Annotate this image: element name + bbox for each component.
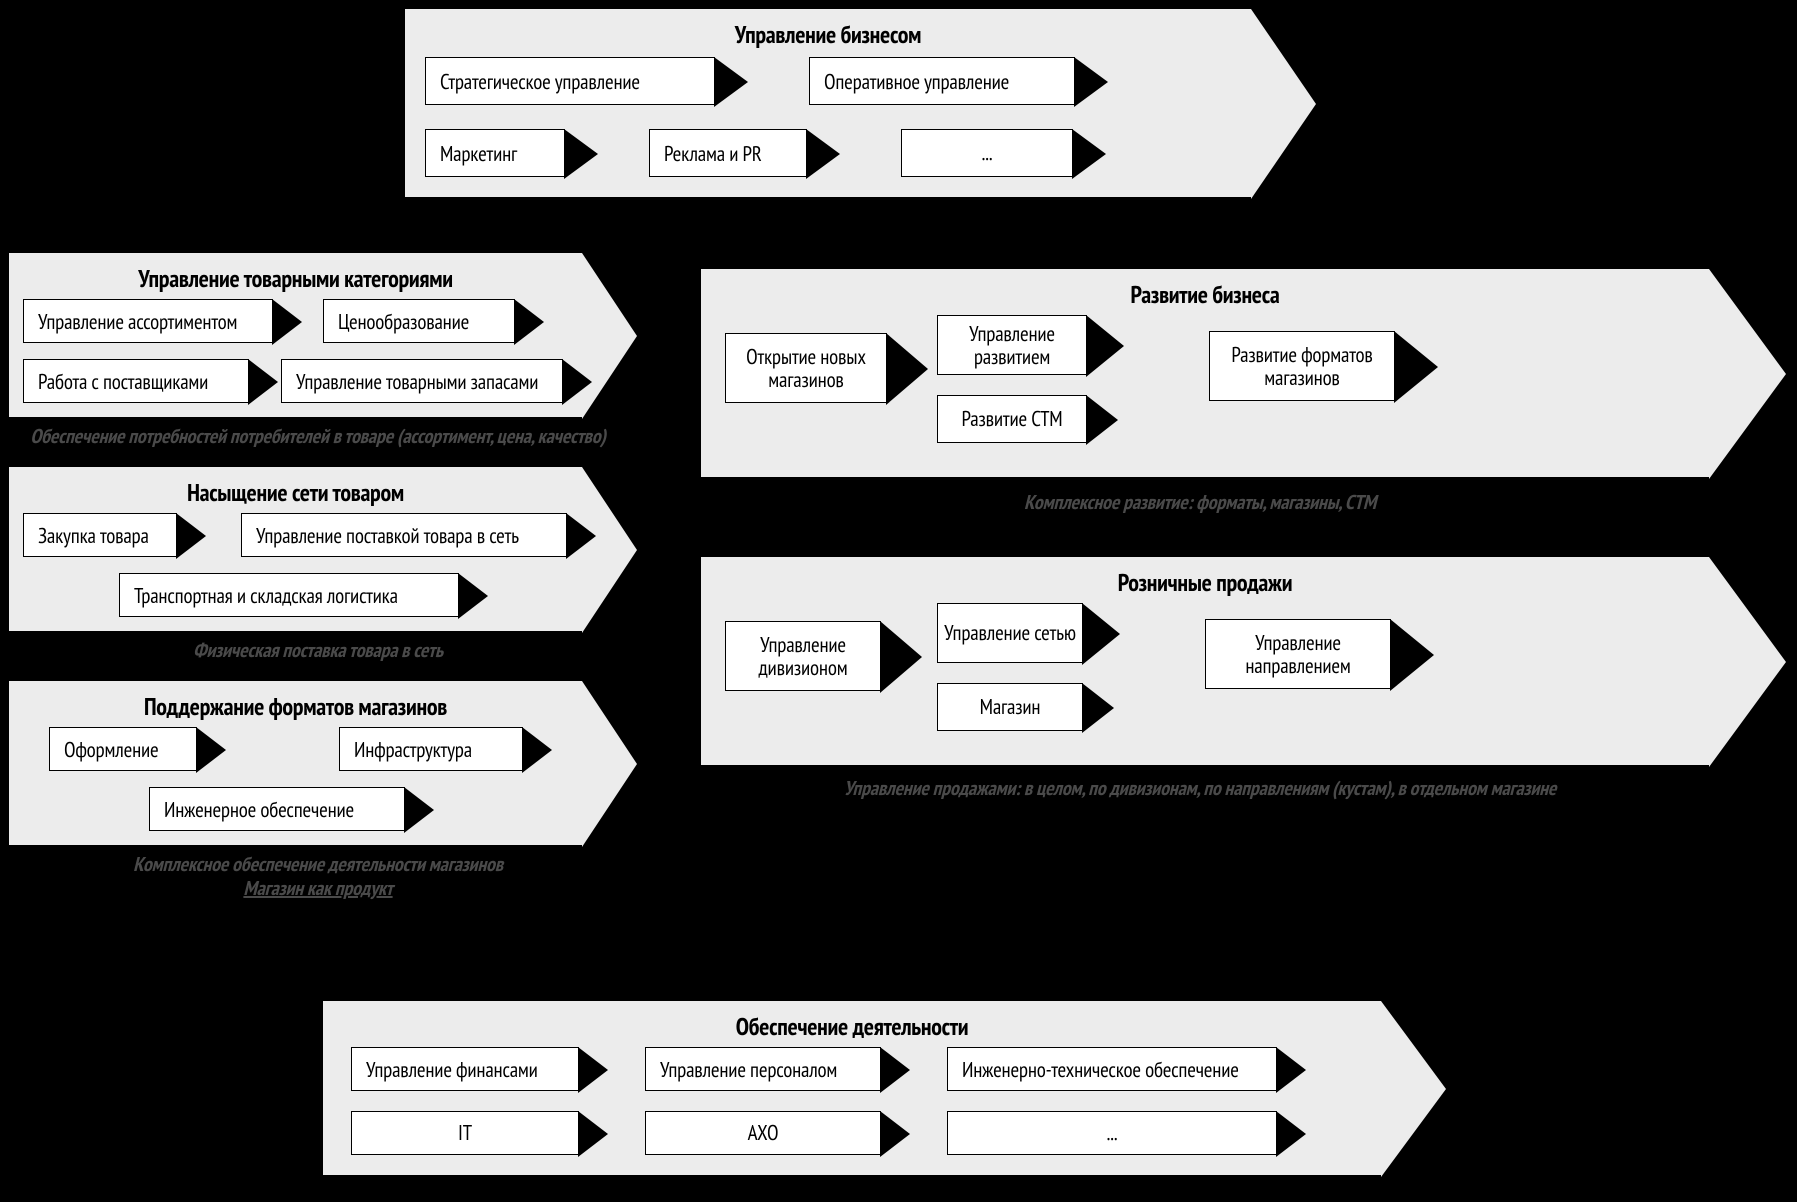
process-item: Реклама и PR [649, 129, 807, 177]
process-item: Управление персоналом [645, 1047, 881, 1091]
process-item: Оформление [49, 727, 197, 771]
process-item: Управление дивизионом [725, 621, 881, 691]
process-item-label: Магазин [980, 695, 1041, 718]
process-item: IT [351, 1111, 579, 1155]
process-item-label: Оформление [64, 736, 158, 763]
process-item: Управление сетью [937, 603, 1083, 663]
process-item: Ценообразование [323, 299, 515, 343]
caption-line: Комплексное обеспечение деятельности маг… [8, 852, 628, 876]
block-caption: Управление продажами: в целом, по дивизи… [720, 776, 1680, 800]
items-layer: Управление дивизионом Управление сетью Маг… [701, 557, 1711, 767]
block-container: Обеспечение деятельностиУправление финан… [322, 1000, 1382, 1176]
block-business_mgmt: Управление бизнесомСтратегическое управл… [404, 8, 1252, 198]
process-item: Управление финансами [351, 1047, 579, 1091]
process-item: Инфраструктура [339, 727, 523, 771]
process-item-label: IT [458, 1121, 472, 1144]
process-item-label: Развитие СТМ [962, 407, 1063, 430]
process-item: Маркетинг [425, 129, 565, 177]
process-item-label: Управление дивизионом [730, 633, 876, 679]
process-item-label: Закупка товара [38, 522, 149, 549]
process-item-label: Управление развитием [942, 322, 1082, 368]
process-item: Магазин [937, 683, 1083, 731]
items-layer: Оформление Инфраструктура Инженерное обесп… [9, 681, 584, 847]
process-item: Стратегическое управление [425, 57, 715, 105]
block-container: Поддержание форматов магазиновОформление… [8, 680, 583, 846]
block-saturation: Насыщение сети товаромЗакупка товараУпра… [8, 466, 583, 632]
process-item: Управление ассортиментом [23, 299, 273, 343]
process-item-label: Управление товарными запасами [296, 368, 538, 395]
block-retail: Розничные продажиУправление дивизиономУп… [700, 556, 1710, 766]
items-layer: Стратегическое управление Оперативное упр… [405, 9, 1253, 199]
process-item-label: Управление персоналом [660, 1056, 837, 1083]
process-item: Управление поставкой товара в сеть [241, 513, 567, 557]
process-item-label: Управление финансами [366, 1056, 538, 1083]
diagram-canvas: Управление бизнесомСтратегическое управл… [0, 0, 1797, 1202]
process-item-label: Инженерное обеспечение [164, 796, 354, 823]
process-item-label: Оперативное управление [824, 68, 1009, 95]
process-item-label: Транспортная и складская логистика [134, 582, 398, 609]
block-caption: Комплексное обеспечение деятельности маг… [8, 852, 628, 900]
block-container: Насыщение сети товаромЗакупка товараУпра… [8, 466, 583, 632]
process-item-label: ... [1107, 1121, 1118, 1144]
process-item: Управление направлением [1205, 619, 1391, 689]
process-item: Транспортная и складская логистика [119, 573, 459, 617]
block-formats: Поддержание форматов магазиновОформление… [8, 680, 583, 846]
process-item: Работа с поставщиками [23, 359, 249, 403]
process-item-label: АХО [748, 1121, 779, 1144]
process-item-label: Управление поставкой товара в сеть [256, 522, 519, 549]
process-item-label: Реклама и PR [664, 140, 762, 167]
process-item: ... [901, 129, 1073, 177]
process-item-label: Развитие форматов магазинов [1214, 343, 1390, 389]
items-layer: Управление финансами Управление персонало… [323, 1001, 1383, 1177]
process-item: ... [947, 1111, 1277, 1155]
process-item: Закупка товара [23, 513, 177, 557]
items-layer: Закупка товара Управление поставкой товар… [9, 467, 584, 633]
block-container: Развитие бизнесаОткрытие новых магазинов… [700, 268, 1710, 478]
process-item: Развитие СТМ [937, 395, 1087, 443]
process-item-label: Управление направлением [1210, 631, 1386, 677]
block-caption: Физическая поставка товара в сеть [8, 638, 628, 662]
process-item-label: Маркетинг [440, 140, 517, 167]
process-item-label: Открытие новых магазинов [730, 345, 882, 391]
block-caption: Обеспечение потребностей потребителей в … [8, 424, 628, 448]
process-item-label: Управление сетью [944, 621, 1076, 644]
process-item: Оперативное управление [809, 57, 1075, 105]
block-categories: Управление товарными категориямиУправлен… [8, 252, 583, 418]
block-caption: Комплексное развитие: форматы, магазины,… [820, 490, 1580, 514]
process-item: Инженерное обеспечение [149, 787, 405, 831]
process-item: Управление товарными запасами [281, 359, 563, 403]
items-layer: Открытие новых магазинов Управление разви… [701, 269, 1711, 479]
block-support: Обеспечение деятельностиУправление финан… [322, 1000, 1382, 1176]
process-item-label: Работа с поставщиками [38, 368, 208, 395]
process-item: Инженерно-техническое обеспечение [947, 1047, 1277, 1091]
items-layer: Управление ассортиментом Ценообразование Р… [9, 253, 584, 419]
process-item-label: ... [982, 141, 993, 164]
process-item-label: Ценообразование [338, 308, 469, 335]
process-item-label: Инженерно-техническое обеспечение [962, 1056, 1239, 1083]
process-item: АХО [645, 1111, 881, 1155]
process-item-label: Управление ассортиментом [38, 308, 237, 335]
process-item: Открытие новых магазинов [725, 333, 887, 403]
block-dev: Развитие бизнесаОткрытие новых магазинов… [700, 268, 1710, 478]
block-container: Управление бизнесомСтратегическое управл… [404, 8, 1252, 198]
process-item: Развитие форматов магазинов [1209, 331, 1395, 401]
process-item-label: Инфраструктура [354, 736, 472, 763]
process-item: Управление развитием [937, 315, 1087, 375]
block-container: Управление товарными категориямиУправлен… [8, 252, 583, 418]
caption-line: Магазин как продукт [8, 876, 628, 900]
process-item-label: Стратегическое управление [440, 68, 640, 95]
block-container: Розничные продажиУправление дивизиономУп… [700, 556, 1710, 766]
